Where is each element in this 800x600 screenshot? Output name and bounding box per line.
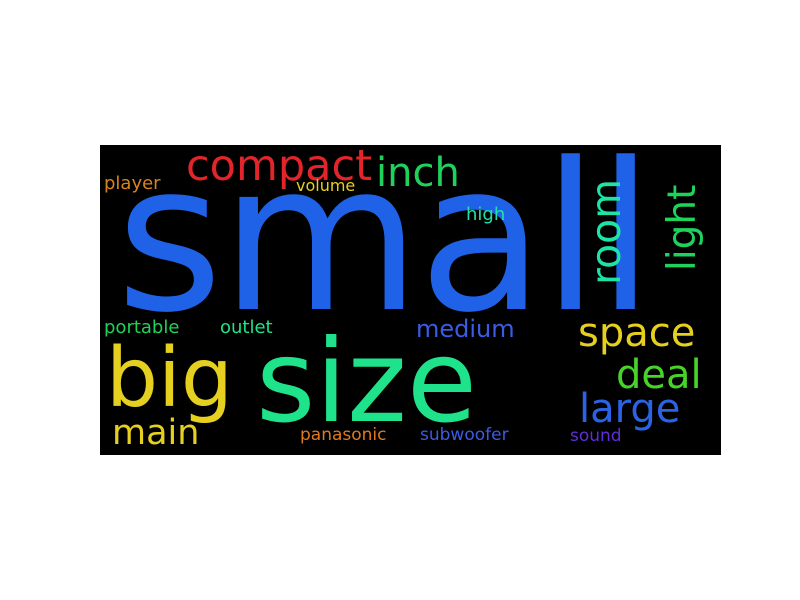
- word-outlet: outlet: [220, 317, 273, 338]
- word-deal: deal: [616, 352, 702, 398]
- word-high: high: [466, 204, 506, 225]
- word-big: big: [106, 331, 233, 426]
- word-sound: sound: [570, 426, 622, 446]
- word-cloud: small size big compact inch room light s…: [100, 145, 721, 455]
- word-small: small: [116, 145, 654, 358]
- word-player: player: [104, 173, 161, 194]
- word-size: size: [256, 315, 478, 448]
- word-large: large: [579, 386, 681, 432]
- word-portable: portable: [104, 317, 180, 338]
- word-light: light: [660, 184, 705, 271]
- word-room: room: [582, 178, 630, 285]
- word-volume: volume: [296, 176, 356, 195]
- word-medium: medium: [416, 315, 515, 343]
- word-panasonic: panasonic: [300, 425, 387, 445]
- word-space: space: [578, 310, 696, 356]
- word-compact: compact: [186, 145, 372, 191]
- word-inch: inch: [376, 150, 460, 196]
- word-subwoofer: subwoofer: [420, 425, 509, 445]
- word-main: main: [112, 413, 200, 453]
